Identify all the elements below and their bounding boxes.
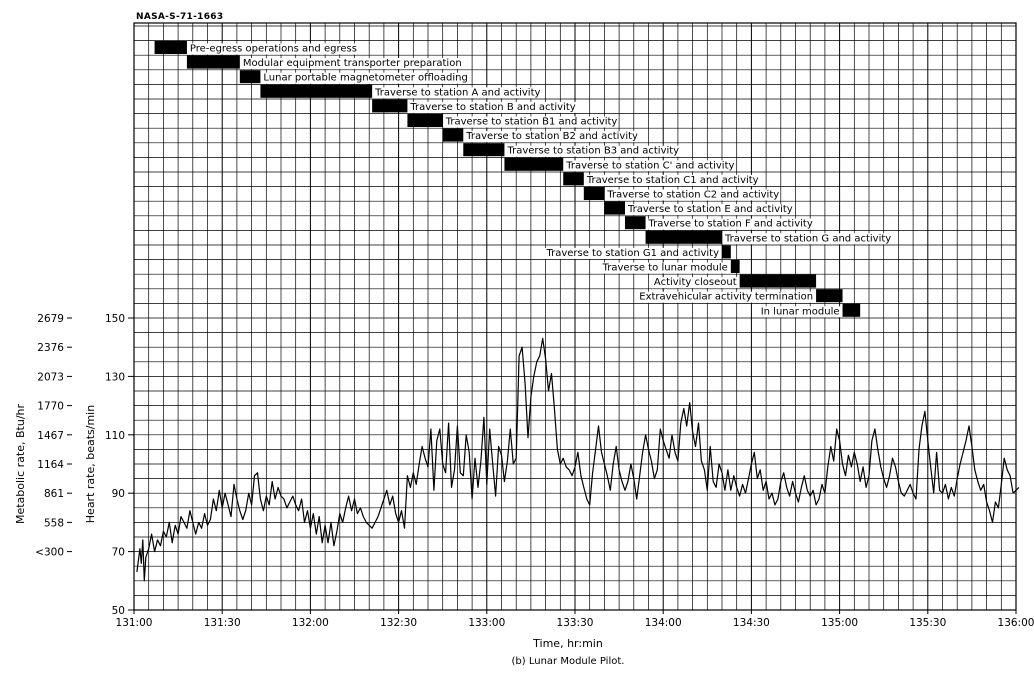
hr-tick-label: 50 [112,605,125,617]
x-tick-label: 135:00 [821,617,858,629]
heart-rate-series-line [136,337,1020,582]
activity-bar [730,260,740,273]
metabolic-tick-label: 2073 [37,371,64,383]
activity-label-backing [584,174,760,186]
activity-label: Traverse to station B3 and activity [506,146,679,157]
x-tick-label: 131:30 [204,617,241,629]
activity-bar [260,84,373,98]
activity-label-backing [464,131,640,143]
x-tick-label: 134:30 [733,617,770,629]
activity-label: Traverse to lunar module [602,263,728,274]
figure-id: NASA-S-71-1663 [136,12,224,22]
metabolic-tick-label: 2679 [37,313,64,325]
activity-bar [463,143,505,157]
activity-labels: Pre-egress operations and egress Modular … [188,43,893,318]
activity-label: Traverse to station B1 and activity [445,117,618,128]
x-tick-label: 133:00 [468,617,505,629]
metabolic-tick-label: 1164 [37,459,64,471]
x-tick-label: 134:00 [645,617,682,629]
chart-grid [133,22,1017,611]
activity-label-backing [723,233,893,245]
activity-label: Traverse to station C' and activity [565,160,734,171]
activity-label: Lunar portable magnetometer offloading [263,73,467,84]
activity-label-backing [188,43,358,55]
metabolic-tick-label: 2376 [37,342,64,354]
activity-label: Traverse to station B and activity [409,102,575,113]
activity-bar [583,187,605,200]
activity-label: Traverse to station C2 and activity [606,190,779,201]
activity-bar [239,70,261,84]
metabolic-tick-label: 1770 [37,401,64,413]
x-tick-label: 133:30 [557,617,594,629]
activity-label-backing [408,101,577,113]
metabolic-tick-label: <300 [35,547,64,559]
x-tick-label: 135:30 [909,617,946,629]
metabolic-tick-label: 1467 [37,430,64,442]
activity-label-backing [241,58,463,70]
x-tick-label: 132:00 [292,617,329,629]
figure-caption: (b) Lunar Module Pilot. [512,656,625,667]
activity-bar [624,216,646,230]
activity-label-backing [262,72,469,84]
activity-label-backing [373,87,542,99]
activity-label: In lunar module [761,306,840,317]
activity-bar [842,303,861,317]
hr-tick-label: 90 [112,488,125,500]
metabolic-rate-axis-label: Metabolic rate, Btu/hr [14,404,27,525]
x-tick-label: 136:00 [998,617,1034,629]
activity-bars [154,41,861,317]
activity-bar [722,245,731,259]
activity-bar [645,230,722,244]
activity-bar [816,289,843,303]
activity-label: Traverse to station F and activity [648,219,813,230]
activity-label-backing [625,204,794,216]
metabolic-tick-label: 558 [44,517,64,529]
activity-label-backing [600,262,729,274]
activity-label: Traverse to station B2 and activity [465,131,638,142]
activity-bar [604,201,625,215]
activity-label-backing [564,160,736,172]
chart-axes: 131:00 131:30 132:00 132:30 133:00 133:30 134:… [35,313,1034,629]
activity-bar [504,157,564,171]
hr-tick-label: 110 [105,430,125,442]
activity-bar [563,172,584,186]
x-tick-label: 132:30 [380,617,417,629]
activity-label-backing [443,116,619,128]
activity-bar [442,128,464,142]
activity-label-backing [652,277,738,289]
activity-label: Traverse to station E and activity [627,204,793,215]
activity-bar [186,55,240,69]
hr-tick-label: 130 [105,371,125,383]
heart-rate-axis-label: Heart rate, beats/min [84,405,97,523]
activity-label: Traverse to station G1 and activity [545,248,719,259]
activity-bar [739,274,817,288]
activity-label: Pre-egress operations and egress [190,44,357,55]
x-tick-label: 131:00 [116,617,153,629]
activity-bar [407,114,443,127]
activity-label: Modular equipment transporter preparatio… [243,58,462,69]
activity-label-backing [646,218,814,230]
activity-label-backing [505,145,681,157]
activity-label-backing [759,306,841,318]
activity-label: Activity closeout [654,277,737,288]
hr-tick-label: 70 [112,547,125,559]
activity-label: Extravehicular activity termination [639,292,813,303]
activity-bar [154,41,187,54]
activity-bar [372,99,408,113]
x-axis-label: Time, hr:min [532,637,603,650]
hr-tick-label: 150 [105,313,125,325]
activity-label-backing [544,247,721,259]
activity-label-backing [638,291,815,303]
activity-label: Traverse to station A and activity [374,87,540,98]
metabolic-tick-label: 861 [44,488,64,500]
activity-label: Traverse to station G and activity [724,233,891,244]
activity-label-backing [605,189,781,201]
activity-label: Traverse to station C1 and activity [586,175,759,186]
